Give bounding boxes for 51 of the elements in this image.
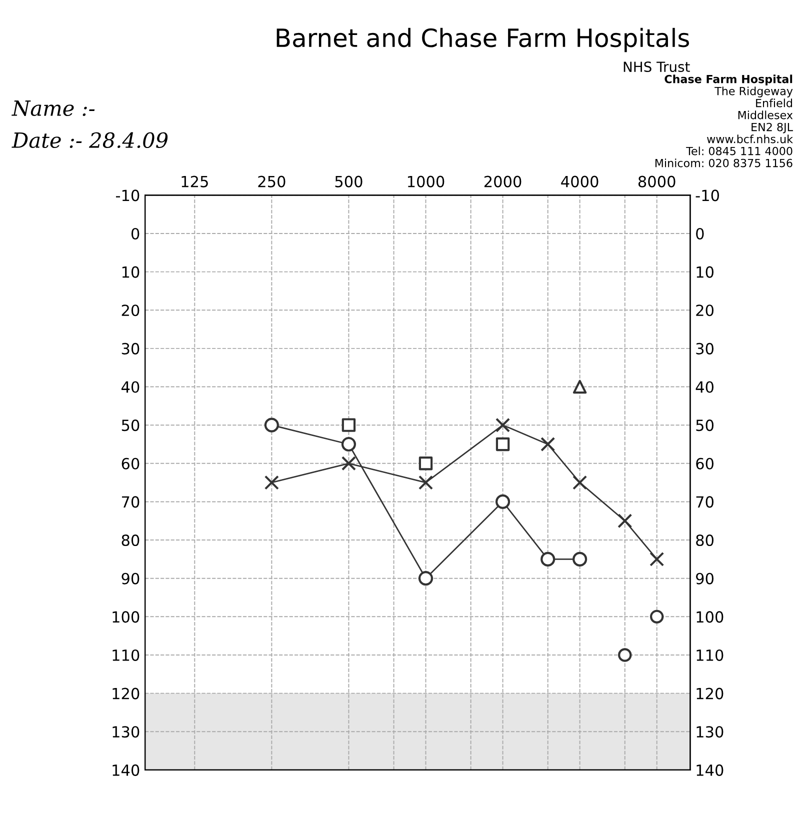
- y-tick-label: 30: [122, 342, 140, 354]
- text: Minicom: 020 8375 1156: [655, 158, 792, 168]
- y2-tick-label: 60: [696, 458, 714, 470]
- y-tick-label: 40: [122, 381, 140, 393]
- text: EN2 8JL: [752, 122, 793, 134]
- x-tick-label: 1000: [408, 176, 444, 188]
- y-tick-label: 60: [122, 458, 140, 470]
- y-tick-label: 100: [112, 611, 140, 623]
- y2-tick-label: 110: [696, 649, 724, 662]
- y2-tick-label: 0: [696, 228, 704, 240]
- x-tick-label: 4000: [561, 176, 598, 188]
- y-tick-label: 120: [112, 688, 140, 700]
- y-tick-label: 130: [112, 726, 140, 738]
- y2-tick-label: 20: [696, 304, 714, 316]
- text: Enfield: [756, 98, 792, 108]
- y2-tick-label: 90: [696, 572, 714, 584]
- y-tick-label: 140: [112, 764, 140, 776]
- x-tick-label: 2000: [484, 176, 522, 188]
- y2-tick-label: 50: [696, 420, 714, 432]
- y2-tick-label: 130: [696, 726, 724, 738]
- x-tick-label: 500: [335, 176, 362, 188]
- y-tick-label: 90: [122, 572, 140, 584]
- text: The Ridgeway: [714, 86, 793, 98]
- y2-tick-label: 30: [696, 342, 714, 354]
- y-tick-label: 20: [122, 304, 140, 316]
- y2-tick-label: 100: [696, 611, 724, 623]
- y-tick-label: 50: [122, 420, 140, 432]
- y-tick-label: -10: [116, 190, 140, 202]
- y-tick-label: 70: [122, 496, 140, 508]
- y-tick-label: 0: [131, 228, 140, 240]
- chart-title: Barnet and Chase Farm Hospitals: [276, 28, 689, 52]
- y2-tick-label: 80: [696, 534, 714, 546]
- text: Tel: 0845 111 4000: [686, 146, 792, 156]
- text: Date :- 28.4.09: [12, 132, 168, 148]
- y2-tick-label: 10: [696, 266, 714, 278]
- y2-tick-label: 40: [696, 381, 714, 393]
- x-tick-label: 125: [182, 176, 208, 188]
- y2-tick-label: 70: [696, 496, 714, 508]
- text: Chase Farm Hospital: [664, 74, 792, 86]
- y2-tick-label: 140: [696, 764, 724, 776]
- text: Middlesex: [738, 110, 793, 120]
- y2-tick-label: 120: [696, 688, 724, 700]
- y-tick-label: 110: [112, 649, 140, 662]
- y-tick-label: 10: [122, 266, 140, 278]
- text: Name :-: [12, 100, 95, 116]
- y-tick-label: 80: [122, 534, 140, 546]
- y2-tick-label: -10: [696, 190, 719, 202]
- text: www.bcf.nhs.uk: [707, 134, 793, 144]
- x-tick-label: 250: [258, 176, 286, 188]
- chart-subtitle: NHS Trust: [624, 62, 690, 72]
- x-tick-label: 8000: [638, 176, 676, 188]
